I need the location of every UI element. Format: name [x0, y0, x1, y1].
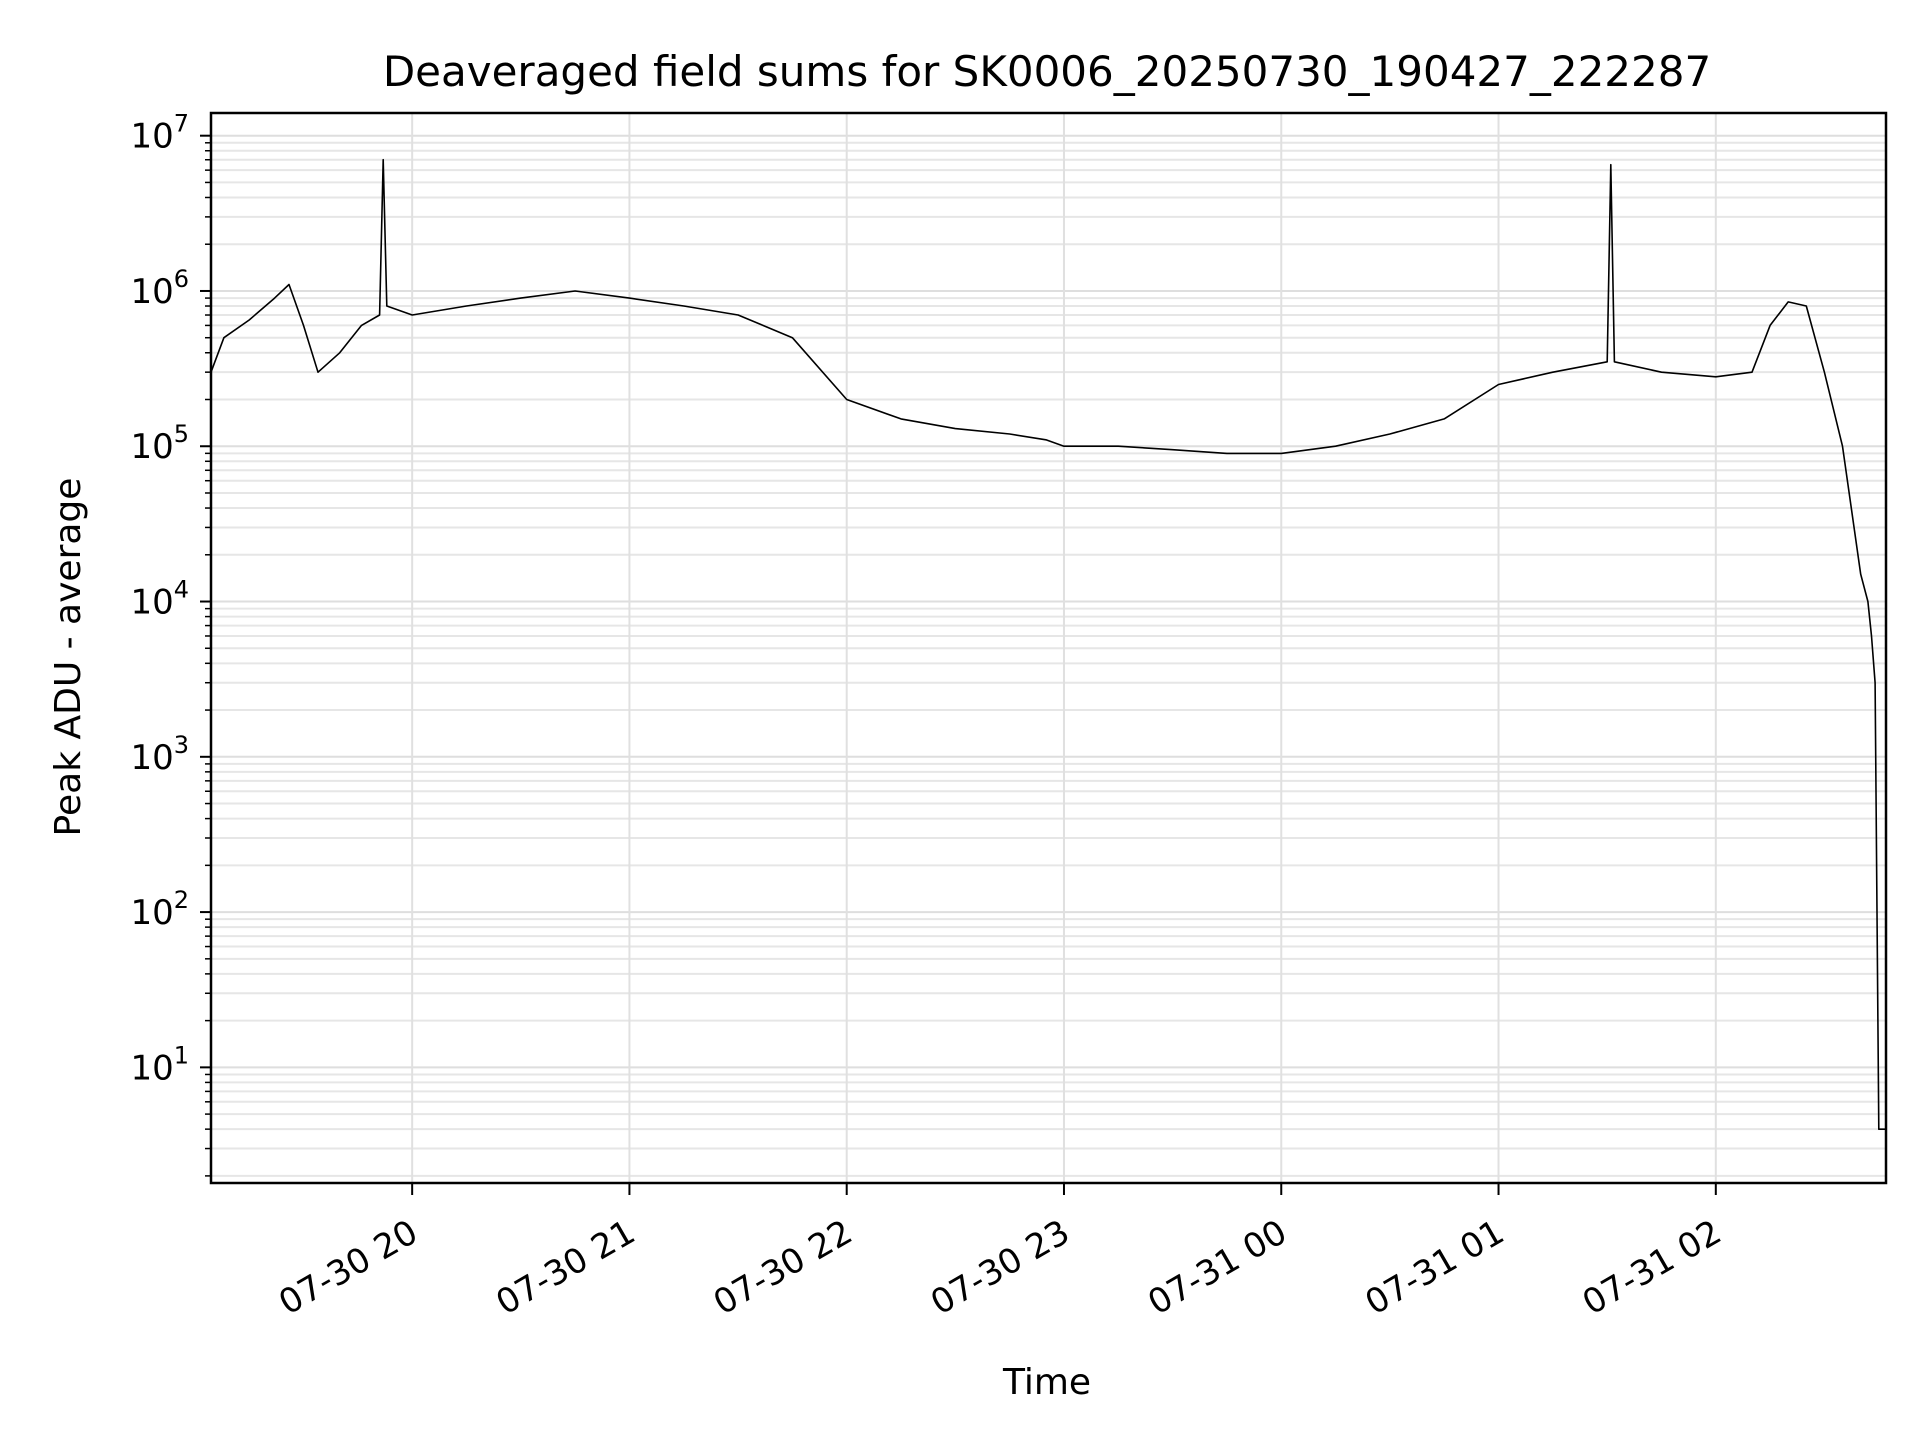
chart-title: Deaveraged field sums for SK0006_2025073… — [383, 47, 1711, 96]
y-tick-label-exponent: 1 — [174, 1041, 189, 1069]
y-tick-label: 107 — [130, 110, 189, 157]
y-tick-label-exponent: 3 — [174, 731, 189, 759]
y-tick-label: 104 — [130, 576, 189, 623]
y-tick-label-exponent: 2 — [174, 886, 189, 914]
y-tick-label: 102 — [130, 886, 189, 933]
y-tick-label-exponent: 5 — [174, 420, 189, 448]
y-tick-label: 101 — [130, 1041, 189, 1088]
y-tick-label-exponent: 6 — [174, 265, 189, 293]
series-line — [210, 158, 1886, 1130]
y-tick-label-base: 10 — [130, 117, 173, 157]
y-tick-label-base: 10 — [130, 583, 173, 623]
y-tick-label-exponent: 7 — [174, 110, 189, 138]
x-axis-label: Time — [1002, 1362, 1091, 1403]
y-tick-label-base: 10 — [130, 893, 173, 933]
y-tick-label-base: 10 — [130, 1048, 173, 1088]
y-tick-label: 106 — [130, 265, 189, 312]
series-layer — [210, 158, 1886, 1130]
y-tick-label-exponent: 4 — [174, 576, 189, 604]
y-tick-label-base: 10 — [130, 738, 173, 778]
y-tick-label-base: 10 — [130, 427, 173, 467]
grid — [211, 113, 1886, 1183]
y-tick-label-base: 10 — [130, 272, 173, 312]
y-tick-label: 105 — [130, 420, 189, 467]
y-axis-label: Peak ADU - average — [48, 478, 89, 837]
y-tick-label: 103 — [130, 731, 189, 778]
